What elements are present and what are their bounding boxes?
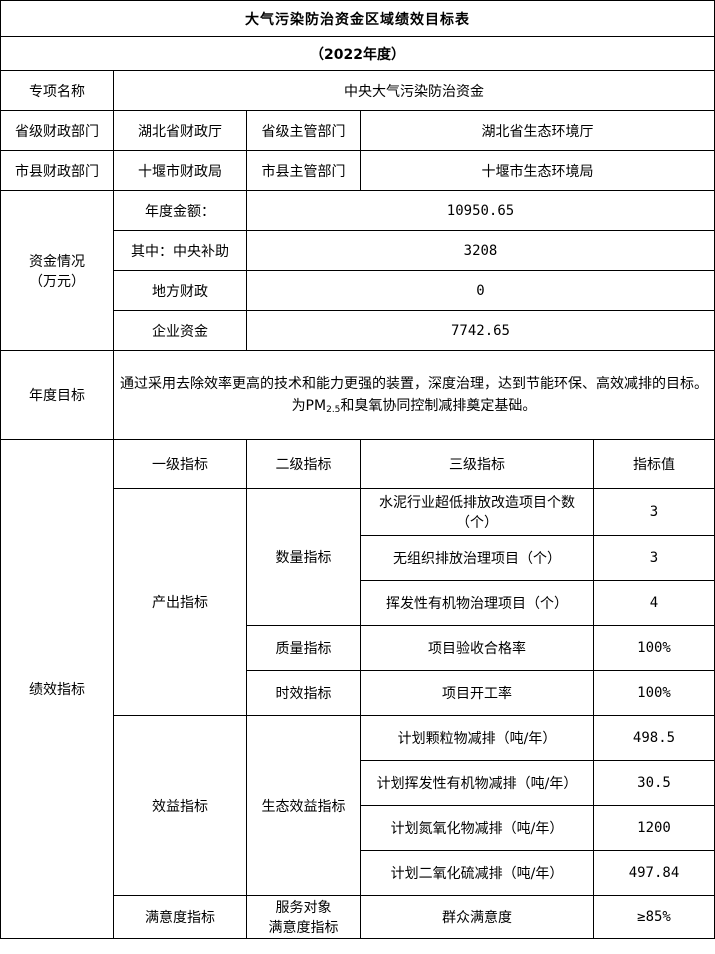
eco-benefit-indicator-label: 生态效益指标 xyxy=(246,715,361,896)
provincial-finance-label: 省级财政部门 xyxy=(0,110,114,151)
funding-enterprise-value: 7742.65 xyxy=(246,310,715,351)
provincial-finance-value: 湖北省财政厅 xyxy=(113,110,247,151)
project-name-label: 专项名称 xyxy=(0,70,114,111)
funding-section-label: 资金情况 （万元） xyxy=(0,190,114,351)
value-cell: 3 xyxy=(593,488,715,536)
provincial-authority-value: 湖北省生态环境厅 xyxy=(360,110,715,151)
header-level3-indicator: 三级指标 xyxy=(360,439,594,489)
service-satisfaction-label: 服务对象 满意度指标 xyxy=(246,895,361,939)
header-level1-indicator: 一级指标 xyxy=(113,439,247,489)
value-cell: 3 xyxy=(593,535,715,581)
quantity-indicator-label: 数量指标 xyxy=(246,488,361,626)
funding-annual-value: 10950.65 xyxy=(246,190,715,231)
output-indicator-label: 产出指标 xyxy=(113,488,247,716)
header-indicator-value: 指标值 xyxy=(593,439,715,489)
provincial-authority-label: 省级主管部门 xyxy=(246,110,361,151)
quality-indicator-label: 质量指标 xyxy=(246,625,361,671)
value-cell: 498.5 xyxy=(593,715,715,761)
funding-annual-label: 年度金额： xyxy=(113,190,247,231)
indicator-cell: 项目验收合格率 xyxy=(360,625,594,671)
funding-central-value: 3208 xyxy=(246,230,715,271)
indicator-cell: 挥发性有机物治理项目（个） xyxy=(360,580,594,626)
indicator-cell: 群众满意度 xyxy=(360,895,594,939)
value-cell: 497.84 xyxy=(593,850,715,896)
annual-goal-text-part1: 通过采用去除效率更高的技术和能力更强的装置，深度治理，达到节能环保、高效减排的目… xyxy=(120,375,708,414)
annual-goal-text-part2: 和臭氧协同控制减排奠定基础。 xyxy=(340,398,537,414)
municipal-authority-label: 市县主管部门 xyxy=(246,150,361,191)
value-cell: 4 xyxy=(593,580,715,626)
timeliness-indicator-label: 时效指标 xyxy=(246,670,361,716)
funding-enterprise-label: 企业资金 xyxy=(113,310,247,351)
value-cell: 100% xyxy=(593,625,715,671)
performance-section-label: 绩效指标 xyxy=(0,439,114,939)
value-cell: 1200 xyxy=(593,805,715,851)
benefit-indicator-label: 效益指标 xyxy=(113,715,247,896)
funding-local-value: 0 xyxy=(246,270,715,311)
indicator-cell: 计划二氧化硫减排（吨/年） xyxy=(360,850,594,896)
project-name-value: 中央大气污染防治资金 xyxy=(113,70,715,111)
satisfaction-indicator-label: 满意度指标 xyxy=(113,895,247,939)
annual-goal-text: 通过采用去除效率更高的技术和能力更强的装置，深度治理，达到节能环保、高效减排的目… xyxy=(113,350,715,440)
indicator-cell: 水泥行业超低排放改造项目个数 （个） xyxy=(360,488,594,536)
indicator-cell: 计划颗粒物减排（吨/年） xyxy=(360,715,594,761)
indicator-cell: 计划氮氧化物减排（吨/年） xyxy=(360,805,594,851)
header-level2-indicator: 二级指标 xyxy=(246,439,361,489)
municipal-authority-value: 十堰市生态环境局 xyxy=(360,150,715,191)
indicator-cell: 计划挥发性有机物减排（吨/年） xyxy=(360,760,594,806)
value-cell: ≥85% xyxy=(593,895,715,939)
indicator-cell: 无组织排放治理项目（个） xyxy=(360,535,594,581)
value-cell: 100% xyxy=(593,670,715,716)
annual-goal-label: 年度目标 xyxy=(0,350,114,440)
funding-central-label: 其中：中央补助 xyxy=(113,230,247,271)
indicator-cell: 项目开工率 xyxy=(360,670,594,716)
pm25-subscript: 2.5 xyxy=(326,405,341,415)
municipal-finance-label: 市县财政部门 xyxy=(0,150,114,191)
funding-local-label: 地方财政 xyxy=(113,270,247,311)
table-year: （2022年度） xyxy=(0,36,715,71)
value-cell: 30.5 xyxy=(593,760,715,806)
table-title: 大气污染防治资金区域绩效目标表 xyxy=(0,0,715,37)
municipal-finance-value: 十堰市财政局 xyxy=(113,150,247,191)
